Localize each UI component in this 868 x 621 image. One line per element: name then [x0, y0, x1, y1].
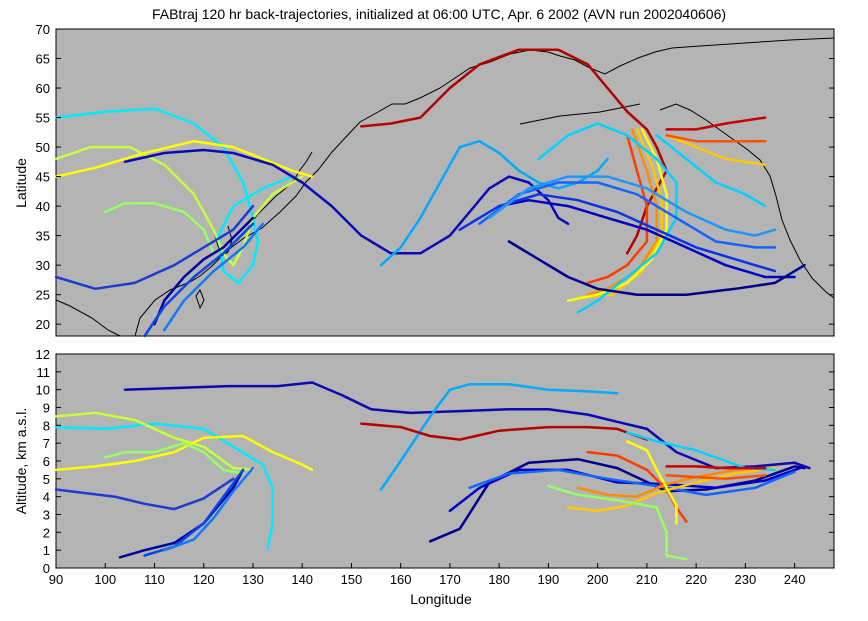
altitude-xtick-label: 160 — [390, 572, 412, 587]
map-trajectory-23 — [665, 134, 767, 143]
altitude-trajectory-16 — [566, 466, 777, 513]
altitude-x-ticks: 90 100 110 120 130 140 150 160 170 180 190 200 210 22… — [49, 563, 806, 587]
map-trajectory-2 — [54, 139, 314, 178]
altitude-ytick-label: 11 — [37, 365, 51, 380]
map-trajectory-18 — [478, 181, 777, 249]
coastline-taiwan — [195, 288, 205, 310]
map-trajectory-lines — [54, 48, 806, 338]
map-trajectory-1 — [54, 145, 304, 267]
altitude-xlabel: Longitude — [410, 591, 472, 607]
map-trajectory-11 — [586, 134, 649, 285]
altitude-ylabel: Altitude, km a.s.l. — [13, 408, 29, 515]
map-ytick-label: 40 — [36, 199, 50, 214]
altitude-ytick-label: 0 — [43, 561, 50, 576]
map-trajectory-12 — [586, 128, 658, 296]
altitude-xtick-label: 240 — [784, 572, 806, 587]
altitude-trajectory-5 — [54, 434, 314, 472]
figure-title: FABtraj 120 hr back-trajectories, initia… — [152, 6, 726, 22]
altitude-ytick-label: 9 — [43, 401, 50, 416]
map-trajectory-21 — [655, 134, 767, 208]
altitude-xtick-label: 130 — [242, 572, 264, 587]
map-ylabel: Latitude — [13, 158, 29, 208]
altitude-trajectory-4 — [54, 411, 255, 472]
altitude-xtick-label: 230 — [735, 572, 757, 587]
map-ytick-label: 25 — [36, 288, 50, 303]
altitude-xtick-label: 200 — [587, 572, 609, 587]
altitude-ytick-label: 1 — [43, 543, 50, 558]
altitude-trajectory-lines — [54, 381, 811, 561]
altitude-xtick-label: 110 — [144, 572, 165, 587]
altitude-xtick-label: 220 — [685, 572, 707, 587]
map-trajectory-8 — [163, 222, 265, 332]
altitude-trajectory-11 — [428, 457, 806, 543]
map-trajectory-15 — [537, 122, 678, 314]
altitude-xtick-label: 180 — [488, 572, 510, 587]
altitude-plot-area — [55, 353, 835, 569]
altitude-ytick-label: 5 — [43, 472, 50, 487]
map-trajectory-10 — [360, 48, 668, 255]
map-trajectory-16 — [497, 198, 796, 279]
altitude-trajectory-17 — [625, 440, 678, 525]
altitude-xtick-label: 100 — [94, 572, 116, 587]
map-trajectory-19 — [488, 175, 777, 237]
map-ytick-label: 35 — [36, 229, 50, 244]
map-ytick-label: 70 — [36, 22, 50, 37]
altitude-trajectory-10 — [163, 466, 255, 552]
map-trajectory-22 — [665, 134, 767, 167]
altitude-trajectory-12 — [448, 465, 806, 513]
altitude-ytick-label: 2 — [43, 525, 50, 540]
altitude-trajectory-3 — [54, 422, 274, 550]
altitude-xtick-label: 210 — [636, 572, 658, 587]
altitude-ytick-label: 7 — [43, 436, 50, 451]
altitude-ytick-label: 10 — [36, 383, 50, 398]
altitude-trajectory-21 — [665, 465, 767, 470]
map-panel: 20 25 30 35 40 45 50 55 60 65 70 Latitude — [13, 22, 835, 338]
map-trajectory-20 — [507, 240, 806, 296]
map-ytick-label: 55 — [36, 111, 50, 126]
altitude-ytick-label: 6 — [43, 454, 50, 469]
map-trajectory-14 — [566, 128, 668, 302]
map-trajectory-0 — [54, 107, 294, 285]
altitude-ytick-label: 8 — [43, 418, 50, 433]
altitude-ytick-label: 4 — [43, 490, 50, 505]
altitude-xtick-label: 120 — [193, 572, 215, 587]
altitude-xtick-label: 140 — [291, 572, 313, 587]
altitude-trajectory-8 — [118, 468, 245, 559]
altitude-trajectory-2 — [360, 422, 649, 441]
altitude-trajectory-20 — [665, 474, 767, 481]
altitude-trajectory-6 — [103, 441, 245, 475]
map-trajectory-6 — [153, 216, 255, 326]
map-trajectory-5 — [123, 148, 570, 255]
altitude-ytick-label: 12 — [36, 347, 50, 362]
altitude-trajectory-13 — [468, 468, 796, 497]
altitude-trajectory-14 — [586, 450, 688, 523]
altitude-xtick-label: 170 — [439, 572, 461, 587]
altitude-trajectory-7 — [54, 477, 235, 511]
map-ytick-label: 20 — [36, 317, 50, 332]
map-ytick-label: 65 — [36, 52, 50, 67]
map-y-ticks: 20 25 30 35 40 45 50 55 60 65 70 — [36, 22, 834, 332]
map-ytick-label: 50 — [36, 140, 50, 155]
map-ytick-label: 30 — [36, 258, 50, 273]
altitude-xtick-label: 90 — [49, 572, 63, 587]
map-trajectory-4 — [54, 204, 255, 291]
altitude-trajectory-1 — [379, 383, 619, 491]
altitude-trajectory-18 — [547, 484, 688, 561]
altitude-ytick-label: 3 — [43, 508, 50, 523]
coastline-na — [659, 103, 835, 299]
map-trajectory-24 — [665, 116, 767, 131]
map-trajectory-3 — [103, 201, 215, 255]
coastline-aleutians — [519, 103, 641, 125]
map-trajectory-7 — [143, 222, 255, 338]
altitude-xtick-label: 150 — [341, 572, 363, 587]
map-ytick-label: 60 — [36, 81, 50, 96]
coastline-japan — [244, 151, 313, 233]
altitude-xtick-label: 190 — [538, 572, 560, 587]
map-ytick-label: 45 — [36, 170, 50, 185]
altitude-trajectory-15 — [576, 466, 777, 498]
